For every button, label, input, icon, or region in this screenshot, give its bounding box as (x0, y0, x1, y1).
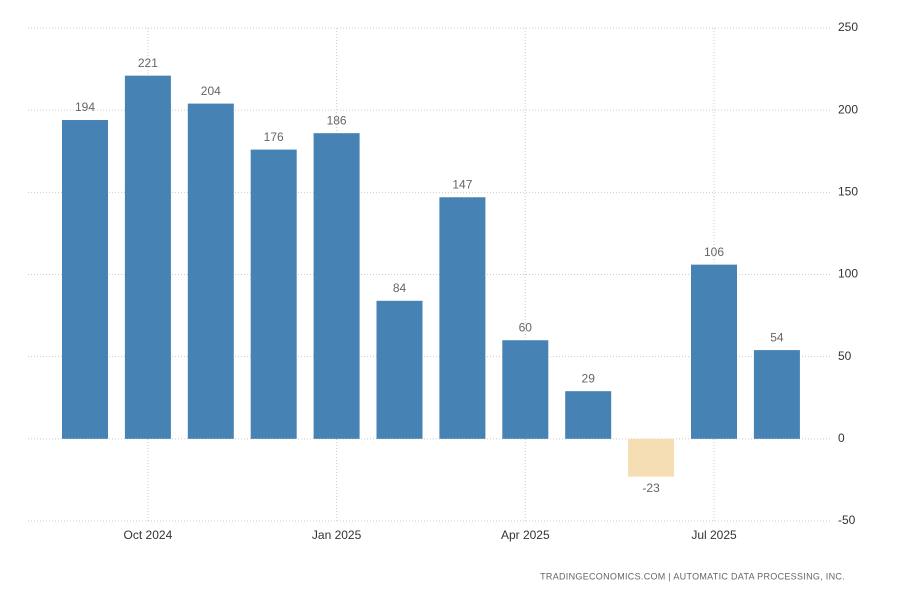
x-tick-label: Apr 2025 (501, 528, 550, 542)
value-label: 147 (452, 177, 472, 191)
bar (376, 300, 423, 439)
bar (313, 133, 360, 439)
y-tick-label: 0 (838, 431, 845, 445)
value-label: 176 (264, 130, 284, 144)
bar (691, 264, 737, 439)
bar (187, 103, 234, 439)
y-tick-label: 50 (838, 349, 852, 363)
value-label: 29 (582, 371, 596, 385)
value-label: 194 (75, 100, 95, 114)
x-tick-label: Jul 2025 (691, 528, 737, 542)
value-label: 204 (201, 84, 221, 98)
bar (124, 75, 171, 439)
bar (628, 438, 675, 477)
x-tick-label: Oct 2024 (124, 528, 173, 542)
y-tick-label: 200 (838, 102, 858, 116)
value-label: 60 (519, 320, 533, 334)
bar (62, 120, 108, 439)
y-tick-label: 150 (838, 185, 858, 199)
x-tick-label: Jan 2025 (312, 528, 362, 542)
bar (250, 149, 297, 439)
y-tick-label: -50 (838, 513, 856, 527)
bar (502, 340, 549, 439)
bar (439, 197, 486, 439)
value-label: -23 (642, 481, 660, 495)
value-label: 84 (393, 281, 407, 295)
bar (753, 350, 800, 439)
y-tick-label: 100 (838, 267, 858, 281)
value-label: 106 (704, 245, 724, 259)
value-label: 54 (770, 330, 784, 344)
value-label: 221 (138, 56, 158, 70)
y-tick-label: 250 (838, 20, 858, 34)
value-label: 186 (327, 113, 347, 127)
bar (565, 391, 612, 439)
source: TRADINGECONOMICS.COM | AUTOMATIC DATA PR… (540, 571, 845, 581)
